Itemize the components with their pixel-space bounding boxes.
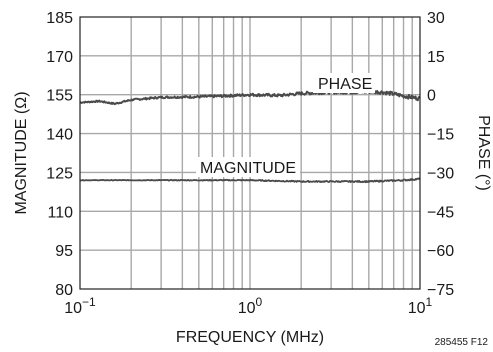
grid — [80, 17, 420, 289]
left-tick-label: 185 — [46, 10, 73, 27]
right-tick-label: 30 — [427, 10, 445, 27]
left-tick-label: 170 — [46, 49, 73, 66]
left-tick-label: 125 — [46, 165, 73, 182]
right-tick-label: 15 — [427, 49, 445, 66]
svg-text:MAGNITUDE: MAGNITUDE — [200, 160, 296, 177]
left-tick-label: 95 — [55, 243, 73, 260]
right-tick-label: −30 — [427, 165, 454, 182]
right-tick-label: −60 — [427, 243, 454, 260]
x-axis-tick-labels: 10−1 100 101 — [64, 295, 432, 317]
right-tick-label: −75 — [427, 282, 454, 299]
x-tick-label: 10−1 — [64, 295, 96, 317]
left-axis-tick-labels: 80 95 110 125 140 155 170 185 — [46, 10, 73, 299]
right-tick-label: 0 — [427, 88, 436, 105]
phase-series-label: PHASE — [313, 73, 375, 93]
x-tick-label: 101 — [408, 295, 433, 317]
y2-axis-title: PHASE (°) — [475, 115, 492, 191]
plot-frame — [79, 16, 421, 290]
y-axis-title: MAGNITUDE (Ω) — [13, 91, 30, 214]
left-tick-label: 140 — [46, 127, 73, 144]
magnitude-series-label: MAGNITUDE — [196, 157, 300, 177]
left-tick-label: 155 — [46, 88, 73, 105]
svg-text:PHASE: PHASE — [318, 76, 372, 93]
left-tick-label: 80 — [55, 282, 73, 299]
right-tick-label: −15 — [427, 127, 454, 144]
right-tick-label: −45 — [427, 204, 454, 221]
left-tick-label: 110 — [47, 204, 73, 221]
figure-id: 285455 F12 — [435, 337, 489, 348]
x-tick-label: 100 — [238, 295, 263, 317]
magnitude-line — [79, 177, 421, 184]
x-axis-title: FREQUENCY (MHz) — [176, 329, 324, 346]
right-axis-tick-labels: −75 −60 −45 −30 −15 0 15 30 — [427, 10, 454, 299]
